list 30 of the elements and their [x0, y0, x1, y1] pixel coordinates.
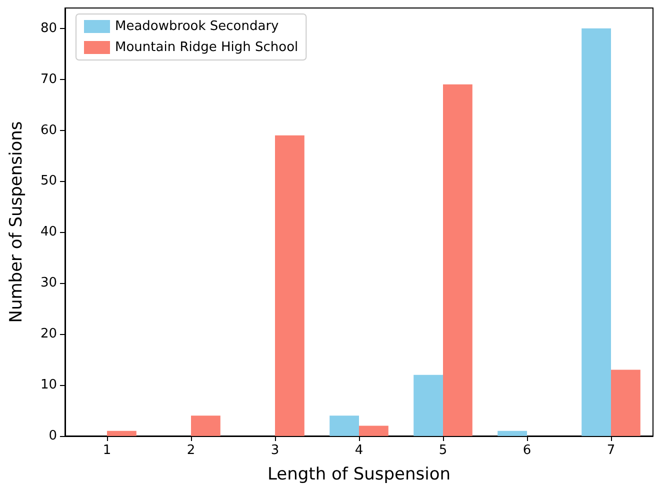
x-tick-label: 2 — [186, 443, 196, 458]
bar — [611, 370, 640, 436]
bar — [359, 426, 388, 436]
bar — [275, 135, 304, 436]
x-tick-label: 4 — [354, 443, 364, 458]
y-tick-label: 30 — [40, 276, 57, 291]
x-tick-label: 7 — [606, 443, 616, 458]
y-tick-label: 40 — [40, 224, 57, 240]
y-axis-title: Number of Suspensions — [6, 121, 26, 323]
y-tick-label: 20 — [40, 326, 57, 342]
bar — [582, 28, 611, 436]
bar — [107, 430, 136, 436]
x-axis-title: Length of Suspension — [267, 464, 451, 484]
y-tick-label: 0 — [48, 428, 57, 444]
legend-label: Meadowbrook Secondary — [115, 19, 280, 34]
y-tick-label: 80 — [40, 20, 57, 36]
y-tick-label: 50 — [40, 174, 57, 189]
y-tick-label: 70 — [40, 72, 57, 87]
bar — [414, 374, 443, 436]
y-tick-label: 60 — [40, 122, 57, 138]
x-tick-label: 6 — [522, 443, 532, 458]
legend-label: Mountain Ridge High School — [115, 40, 298, 55]
x-tick-label: 3 — [270, 443, 280, 458]
bar — [191, 416, 220, 436]
y-tick-label: 10 — [40, 378, 57, 393]
x-tick-label: 5 — [438, 443, 448, 458]
x-tick-label: 1 — [102, 443, 112, 458]
bar — [330, 416, 359, 436]
bar — [443, 84, 472, 436]
bar — [498, 430, 527, 436]
